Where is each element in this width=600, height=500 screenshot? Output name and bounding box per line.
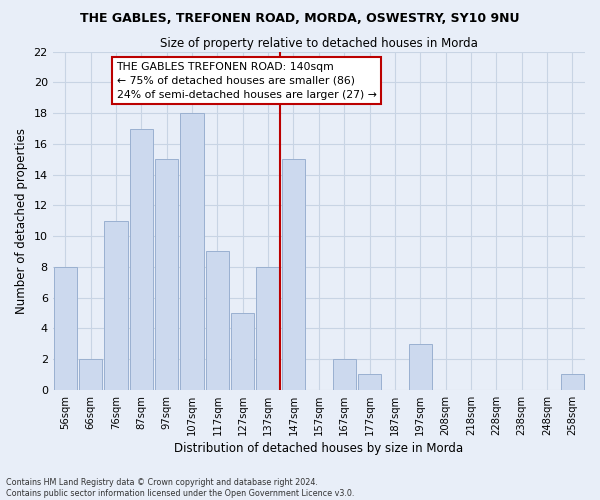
- Bar: [358, 374, 381, 390]
- Bar: [332, 359, 356, 390]
- Bar: [181, 113, 204, 390]
- X-axis label: Distribution of detached houses by size in Morda: Distribution of detached houses by size …: [174, 442, 463, 455]
- Bar: [79, 359, 103, 390]
- Bar: [104, 220, 128, 390]
- Y-axis label: Number of detached properties: Number of detached properties: [15, 128, 28, 314]
- Bar: [231, 313, 254, 390]
- Bar: [206, 252, 229, 390]
- Bar: [282, 160, 305, 390]
- Bar: [130, 128, 153, 390]
- Text: THE GABLES, TREFONEN ROAD, MORDA, OSWESTRY, SY10 9NU: THE GABLES, TREFONEN ROAD, MORDA, OSWEST…: [80, 12, 520, 26]
- Text: THE GABLES TREFONEN ROAD: 140sqm
← 75% of detached houses are smaller (86)
24% o: THE GABLES TREFONEN ROAD: 140sqm ← 75% o…: [116, 62, 376, 100]
- Bar: [155, 160, 178, 390]
- Bar: [53, 267, 77, 390]
- Bar: [560, 374, 584, 390]
- Title: Size of property relative to detached houses in Morda: Size of property relative to detached ho…: [160, 38, 478, 51]
- Bar: [409, 344, 432, 390]
- Text: Contains HM Land Registry data © Crown copyright and database right 2024.
Contai: Contains HM Land Registry data © Crown c…: [6, 478, 355, 498]
- Bar: [256, 267, 280, 390]
